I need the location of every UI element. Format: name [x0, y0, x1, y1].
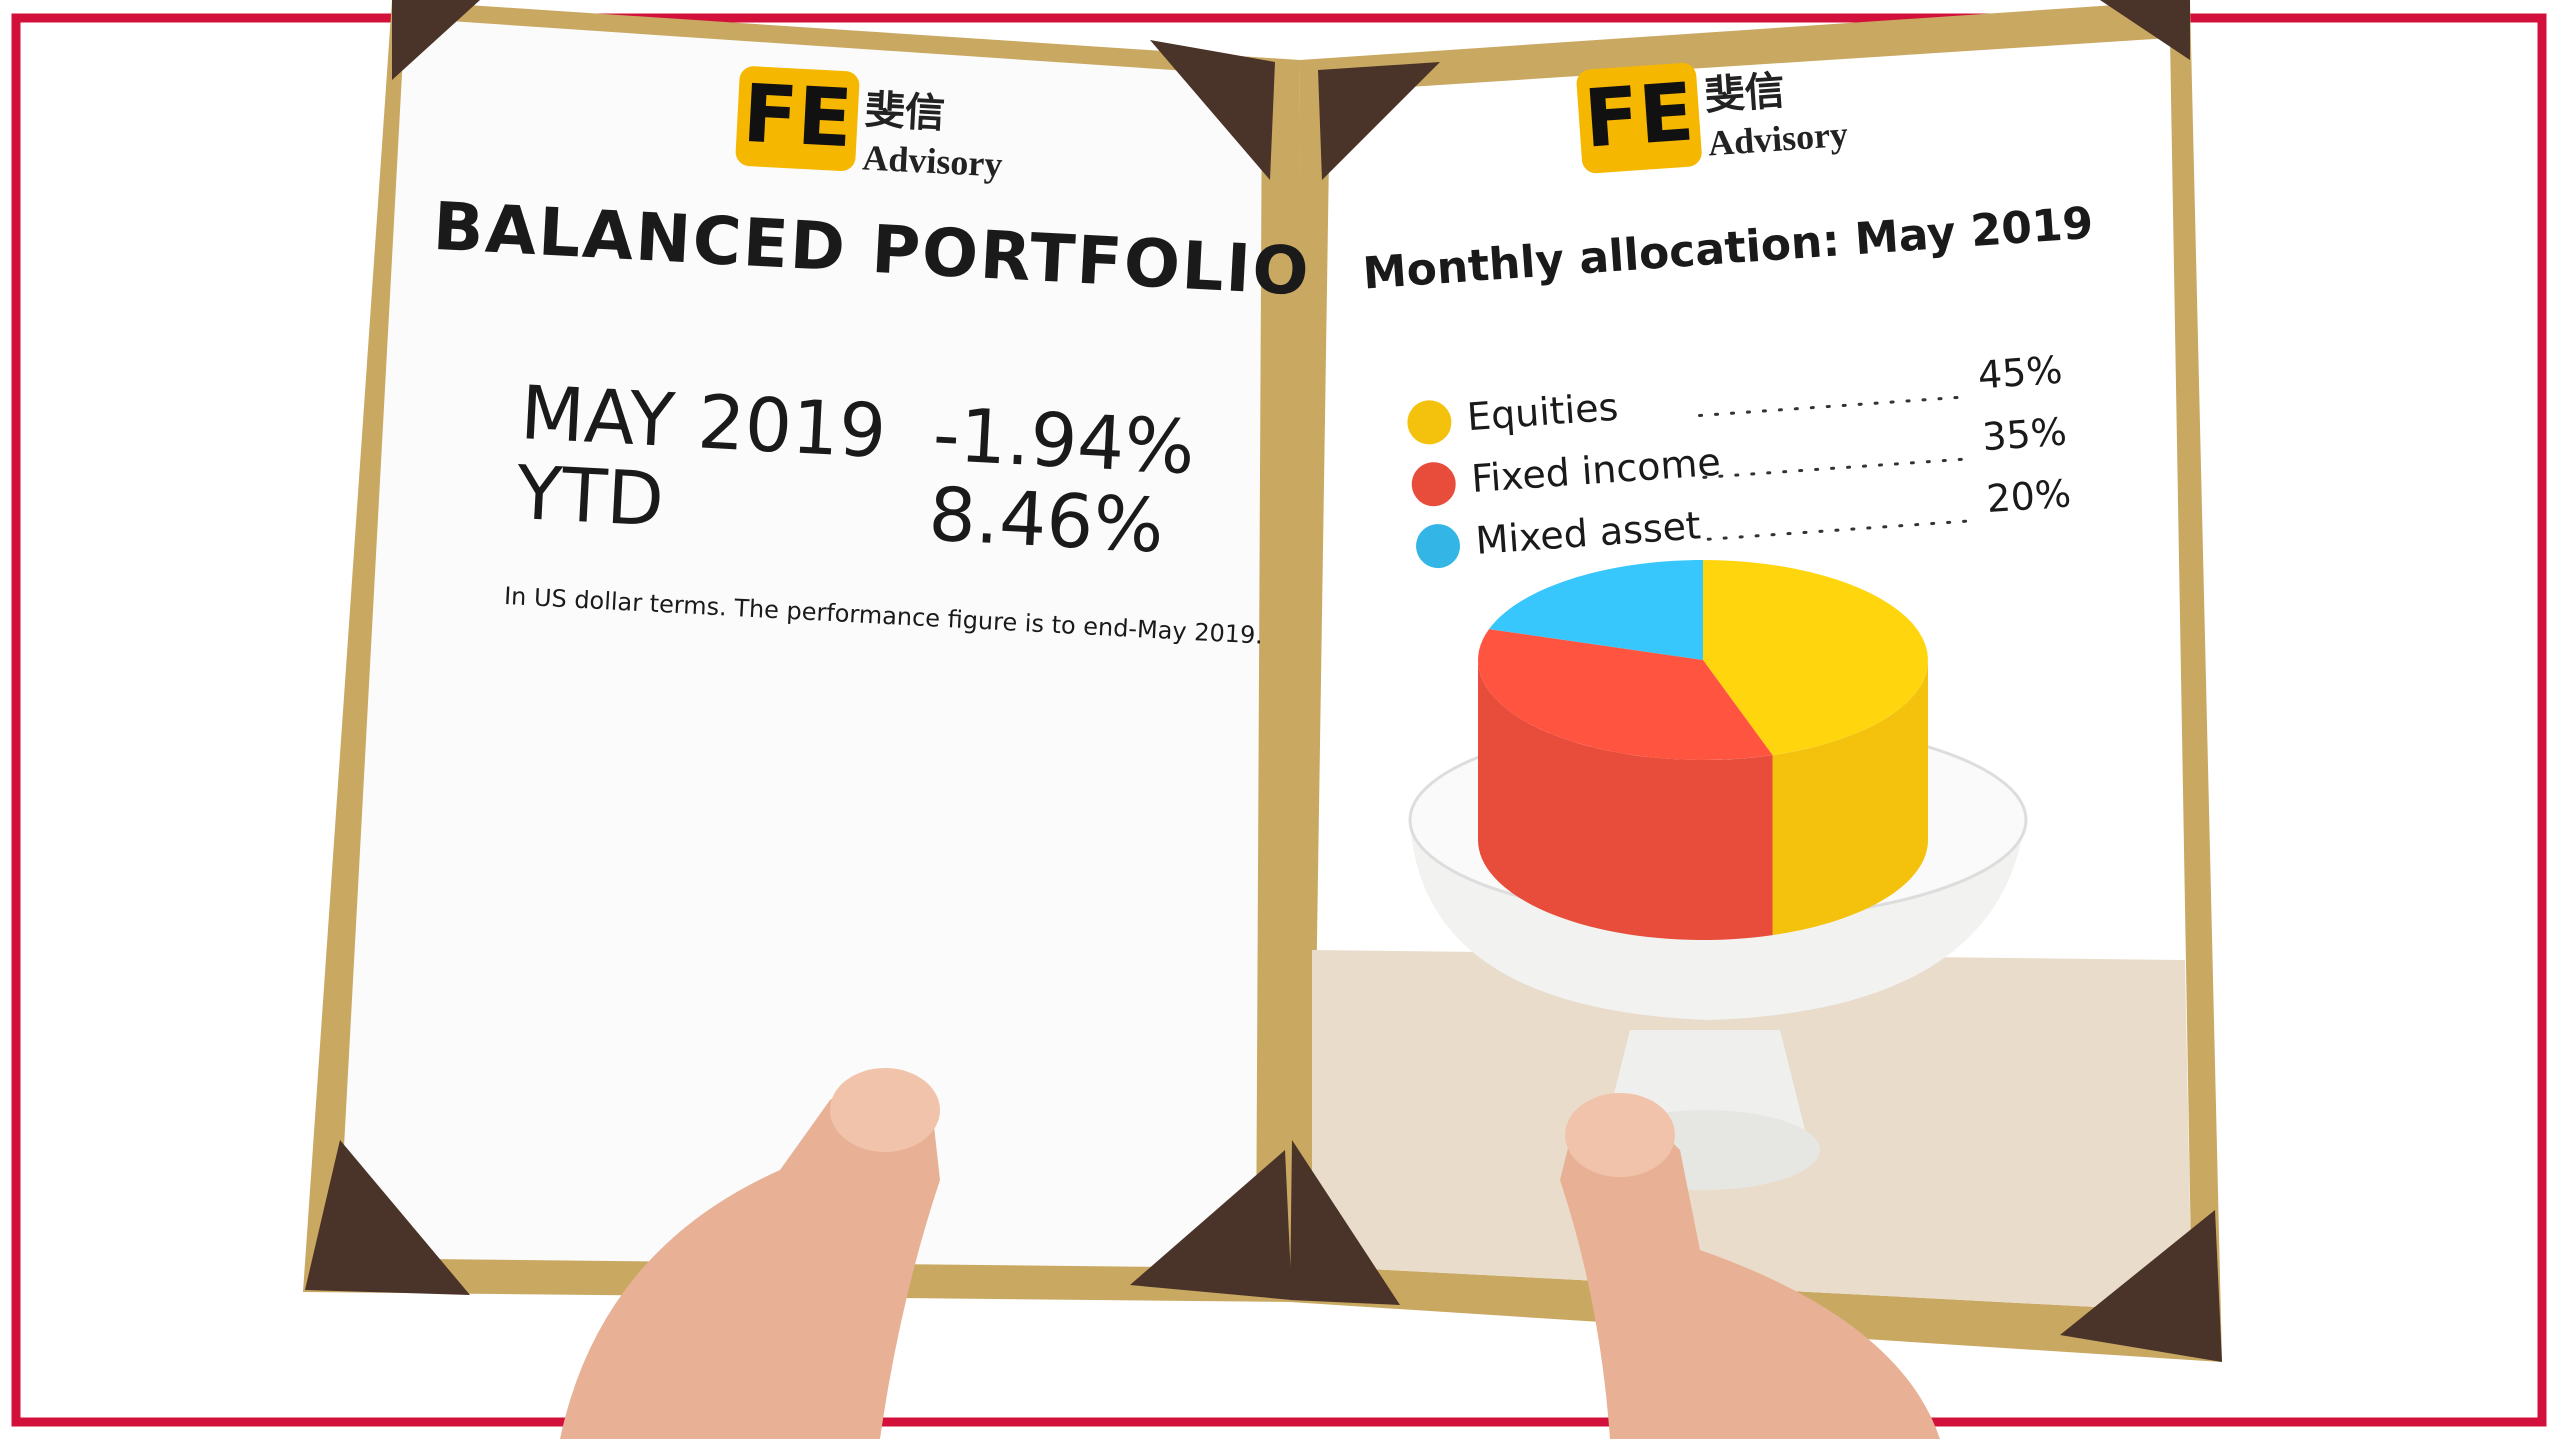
leader	[1706, 519, 1970, 541]
return: -1.94%	[931, 392, 1197, 492]
logo-chinese: 斐信	[864, 86, 946, 137]
logo-name: Advisory	[1707, 114, 1849, 164]
legend-dot	[1416, 524, 1461, 569]
left-thumb	[830, 1068, 940, 1152]
logo-chinese: 斐信	[1703, 67, 1786, 119]
value-label: 20%	[1985, 471, 2072, 521]
logo-box	[735, 66, 860, 171]
pie	[1478, 560, 1928, 940]
frame	[11, 13, 2547, 1427]
corner	[1130, 1150, 1292, 1300]
left-hand	[560, 1082, 940, 1439]
corner	[2060, 1210, 2222, 1362]
period: MAY 2019	[518, 370, 888, 475]
logo-box	[1576, 62, 1702, 174]
slice-side	[1478, 660, 1773, 940]
logo-mark: FE	[741, 67, 855, 166]
corner	[2100, 0, 2190, 60]
right-content: FE 斐信 Advisory	[1576, 62, 1849, 174]
slice	[1489, 560, 1703, 660]
logo-name: Advisory	[862, 137, 1004, 184]
legend-label: Equities	[1466, 385, 1620, 439]
corner	[1290, 1140, 1400, 1305]
corner	[1318, 62, 1440, 180]
return: 8.46%	[927, 472, 1166, 570]
period: YTD	[513, 450, 666, 544]
legend-dot	[1407, 400, 1452, 445]
right-thumb	[1565, 1093, 1675, 1177]
corner	[1150, 40, 1275, 180]
slice-side	[1772, 660, 1928, 936]
corner	[305, 1140, 470, 1295]
value-label: 45%	[1976, 348, 2063, 398]
slice	[1703, 560, 1928, 756]
corner	[392, 0, 480, 80]
value-label: 35%	[1981, 409, 2068, 459]
legend-dot	[1411, 462, 1456, 507]
slice	[1478, 629, 1773, 760]
leader	[1698, 395, 1961, 418]
leader	[1702, 457, 1965, 479]
right-hand	[1560, 1110, 1940, 1439]
left-sheet	[338, 18, 1262, 1268]
logo-mark: FE	[1581, 65, 1697, 165]
